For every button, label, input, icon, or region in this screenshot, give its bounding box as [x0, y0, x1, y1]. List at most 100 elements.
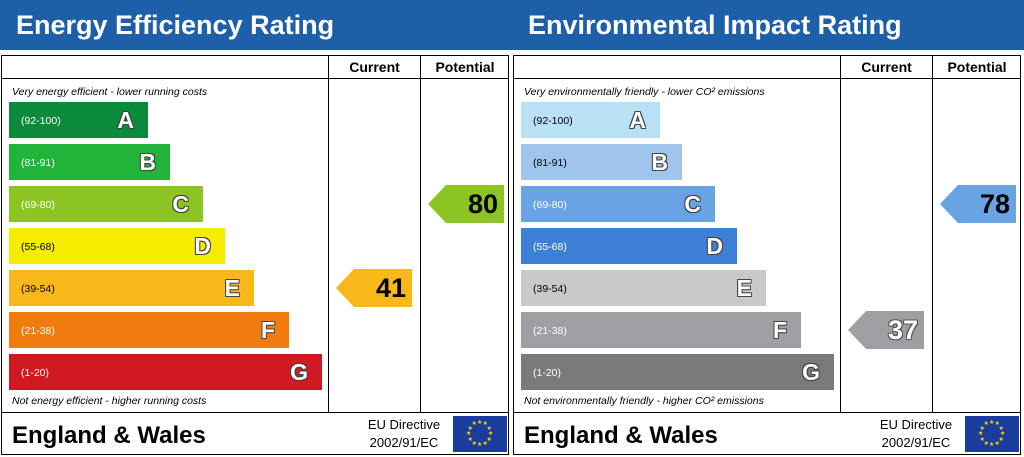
flag-star-icon: ★ [488, 431, 494, 437]
band-letter: F [772, 317, 787, 343]
flag-star-icon: ★ [466, 431, 472, 437]
flag-star-icon: ★ [978, 431, 984, 437]
rating-band-e: (39-54) E [9, 270, 254, 306]
band-letter: G [802, 359, 820, 385]
top-caption: Very environmentally friendly - lower CO… [524, 86, 765, 98]
band-range: (21-38) [533, 325, 567, 337]
rating-frame [1, 55, 509, 455]
rating-band-e: (39-54) E [521, 270, 766, 306]
rating-frame [513, 55, 1021, 455]
directive-line-2: 2002/91/EC [369, 435, 439, 450]
flag-star-icon: ★ [989, 442, 995, 448]
flag-star-icon: ★ [979, 436, 985, 443]
flag-star-icon: ★ [979, 425, 985, 432]
band-range: (92-100) [21, 115, 61, 127]
band-letter: E [224, 275, 240, 301]
column-header-current: Current [349, 59, 400, 75]
flag-star-icon: ★ [1000, 431, 1006, 437]
bottom-caption: Not environmentally friendly - higher CO… [524, 395, 764, 407]
band-range: (69-80) [21, 199, 55, 211]
band-range: (81-91) [533, 157, 567, 169]
band-letter: G [290, 359, 308, 385]
potential-rating-arrow: 78 [940, 185, 1016, 223]
rating-band-c: (69-80) C [9, 186, 203, 222]
flag-star-icon: ★ [477, 442, 483, 448]
flag-star-icon: ★ [994, 440, 1000, 447]
band-letter: F [260, 317, 275, 343]
panel-title: Energy Efficiency Rating [0, 0, 512, 50]
band-range: (1-20) [21, 367, 50, 379]
flag-star-icon: ★ [989, 420, 995, 426]
band-range: (69-80) [533, 199, 567, 211]
flag-star-icon: ★ [467, 436, 473, 443]
band-letter: C [684, 191, 701, 217]
flag-star-icon: ★ [482, 421, 488, 428]
top-caption: Very energy efficient - lower running co… [12, 86, 208, 98]
rating-band-b: (81-91) B [9, 144, 170, 180]
band-letter: A [117, 107, 134, 133]
current-rating-arrow: 41 [336, 269, 412, 307]
rating-band-f: (21-38) F [521, 312, 801, 348]
column-header-potential: Potential [435, 59, 495, 75]
flag-star-icon: ★ [471, 440, 477, 447]
environmental-impact-panel: Environmental Impact Rating Current Pote… [512, 0, 1024, 457]
flag-star-icon: ★ [994, 421, 1000, 428]
band-range: (55-68) [533, 241, 567, 253]
band-range: (81-91) [21, 157, 55, 169]
band-letter: B [139, 149, 156, 175]
rating-band-a: (92-100) A [521, 102, 660, 138]
flag-star-icon: ★ [471, 421, 477, 428]
potential-rating-value: 78 [979, 189, 1010, 219]
potential-rating-value: 80 [467, 189, 498, 219]
flag-star-icon: ★ [486, 425, 492, 432]
flag-star-icon: ★ [477, 420, 483, 426]
band-letter: D [706, 233, 723, 259]
band-range: (21-38) [21, 325, 55, 337]
bottom-caption: Not energy efficient - higher running co… [12, 395, 207, 407]
divider [1, 78, 509, 79]
flag-star-icon: ★ [983, 440, 989, 447]
directive-line-1: EU Directive [367, 417, 441, 432]
divider [1, 412, 509, 413]
divider [513, 78, 1021, 79]
flag-star-icon: ★ [983, 421, 989, 428]
band-range: (92-100) [533, 115, 573, 127]
band-letter: C [172, 191, 189, 217]
energy-efficiency-panel: Energy Efficiency Rating Current Potenti… [0, 0, 512, 455]
current-rating-arrow: 37 [848, 311, 924, 349]
rating-band-d: (55-68) D [521, 228, 737, 264]
eu-flag-icon: ★ ★ ★ ★ ★ ★ ★ ★ ★ ★ ★ ★ [965, 416, 1019, 452]
rating-band-d: (55-68) D [9, 228, 225, 264]
footer-region: England & Wales [12, 422, 206, 449]
directive-line-2: 2002/91/EC [881, 435, 951, 450]
flag-star-icon: ★ [486, 436, 492, 443]
band-letter: A [629, 107, 646, 133]
eu-flag-icon: ★ ★ ★ ★ ★ ★ ★ ★ ★ ★ ★ ★ [453, 416, 507, 452]
rating-band-c: (69-80) C [521, 186, 715, 222]
directive-line-1: EU Directive [879, 417, 953, 432]
current-rating-value: 41 [375, 273, 406, 303]
flag-star-icon: ★ [482, 440, 488, 447]
flag-star-icon: ★ [998, 425, 1004, 432]
band-range: (39-54) [21, 283, 55, 295]
footer-directive: EU Directive 2002/91/EC [354, 416, 454, 452]
divider [840, 55, 841, 413]
column-header-current: Current [861, 59, 912, 75]
rating-band-g: (1-20) G [521, 354, 834, 390]
rating-band-f: (21-38) F [9, 312, 289, 348]
band-letter: B [651, 149, 668, 175]
panel-title: Environmental Impact Rating [512, 0, 1024, 50]
divider [932, 55, 933, 413]
band-range: (39-54) [533, 283, 567, 295]
band-letter: E [736, 275, 752, 301]
column-header-potential: Potential [947, 59, 1007, 75]
divider [328, 55, 329, 413]
band-range: (1-20) [533, 367, 562, 379]
footer-region: England & Wales [524, 422, 718, 449]
rating-band-a: (92-100) A [9, 102, 148, 138]
divider [513, 412, 1021, 413]
current-rating-value: 37 [887, 315, 918, 345]
potential-rating-arrow: 80 [428, 185, 504, 223]
divider [420, 55, 421, 413]
rating-band-b: (81-91) B [521, 144, 682, 180]
